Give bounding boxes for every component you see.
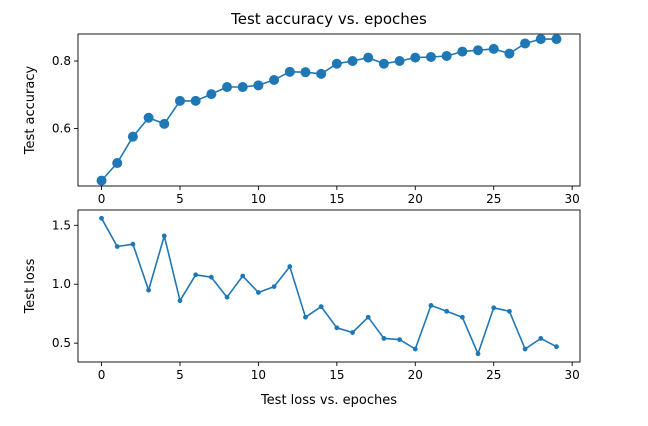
bottom-x-axis-label: Test loss vs. epoches <box>260 393 397 408</box>
top-x-tick-label: 5 <box>176 192 184 206</box>
bottom-x-tick-label: 30 <box>565 368 580 382</box>
bottom-data-point <box>271 284 277 289</box>
bottom-plot-frame <box>77 209 581 363</box>
top-data-point <box>237 82 248 93</box>
bottom-y-tick-label: 1.5 <box>52 218 71 232</box>
bottom-data-point <box>240 273 246 279</box>
bottom-x-tick-label: 0 <box>98 368 106 382</box>
top-data-point <box>551 34 562 45</box>
bottom-data-point <box>146 287 151 293</box>
top-x-tick-label: 10 <box>251 192 266 206</box>
bottom-data-point <box>475 351 481 357</box>
top-data-point <box>473 45 484 56</box>
bottom-data-point <box>507 308 512 314</box>
top-data-point <box>425 51 436 62</box>
top-data-point <box>269 74 280 85</box>
top-data-point <box>488 43 499 54</box>
top-data-point <box>331 58 342 69</box>
bottom-data-point <box>318 304 324 310</box>
top-data-point <box>520 38 531 49</box>
top-plot-frame <box>77 33 581 187</box>
bottom-series-line <box>100 217 557 355</box>
top-x-tick-label: 30 <box>565 192 580 206</box>
bottom-x-tick-label: 25 <box>486 368 501 382</box>
top-x-tick-label: 20 <box>408 192 423 206</box>
bottom-data-point <box>538 336 544 341</box>
bottom-data-point <box>350 330 355 335</box>
top-data-point <box>457 46 468 57</box>
top-x-tick-label: 25 <box>486 192 501 206</box>
top-series-line <box>100 38 557 182</box>
bottom-data-point <box>177 298 183 304</box>
bottom-data-point <box>428 303 434 308</box>
bottom-data-point <box>334 325 340 331</box>
top-data-point <box>378 58 389 69</box>
bottom-data-point <box>554 344 559 350</box>
top-data-point <box>127 131 138 142</box>
bottom-x-tick-label: 10 <box>251 368 266 382</box>
top-data-point <box>394 56 405 67</box>
bottom-data-point <box>491 305 497 311</box>
bottom-data-point <box>365 314 371 320</box>
top-y-axis-label: Test accuracy <box>23 66 38 156</box>
top-data-point <box>112 158 123 169</box>
top-data-point <box>535 34 546 45</box>
bottom-data-point <box>256 290 261 295</box>
top-data-point <box>504 48 515 59</box>
top-x-tick-label: 15 <box>329 192 344 206</box>
bottom-data-point <box>287 264 293 269</box>
top-data-point <box>410 52 421 63</box>
bottom-y-tick-label: 0.5 <box>52 336 71 350</box>
bottom-data-point <box>522 346 528 352</box>
top-chart-title: Test accuracy vs. epoches <box>230 10 427 28</box>
bottom-x-tick-label: 5 <box>176 368 184 382</box>
bottom-data-point <box>130 241 136 247</box>
top-data-point <box>253 80 264 91</box>
top-data-point <box>347 56 358 67</box>
top-data-point <box>206 89 217 100</box>
bottom-data-point <box>114 244 120 249</box>
bottom-data-point <box>99 215 104 221</box>
top-data-point <box>143 112 154 123</box>
bottom-y-axis-label: Test loss <box>23 258 38 314</box>
bottom-x-tick-label: 15 <box>329 368 344 382</box>
top-data-point <box>96 175 107 186</box>
bottom-data-point <box>208 274 214 280</box>
top-y-tick-label: 0.8 <box>52 54 71 68</box>
top-data-point <box>284 66 295 77</box>
bottom-data-point <box>412 346 418 352</box>
top-data-point <box>300 67 311 78</box>
top-x-tick-label: 0 <box>98 192 106 206</box>
bottom-data-point <box>444 308 450 314</box>
bottom-data-point <box>193 272 199 278</box>
bottom-data-point <box>381 336 387 341</box>
bottom-data-point <box>224 294 230 300</box>
top-data-point <box>159 118 170 129</box>
top-data-point <box>174 95 185 106</box>
bottom-data-point <box>459 314 465 320</box>
top-data-point <box>316 68 327 79</box>
top-data-point <box>363 52 374 63</box>
top-y-tick-label: 0.6 <box>52 122 71 136</box>
bottom-data-point <box>303 314 308 320</box>
bottom-data-point <box>161 233 167 239</box>
bottom-x-tick-label: 20 <box>408 368 423 382</box>
accuracy-plot: 0 5 10 15 20 25 30 0.6 0.8 <box>52 33 581 206</box>
bottom-y-tick-label: 1.0 <box>52 277 71 291</box>
loss-plot: 0 5 10 15 20 25 30 0.5 1.0 1.5 <box>52 209 581 382</box>
top-data-point <box>441 50 452 61</box>
top-data-point <box>190 95 201 106</box>
top-data-point <box>222 82 233 93</box>
bottom-data-point <box>397 337 402 343</box>
